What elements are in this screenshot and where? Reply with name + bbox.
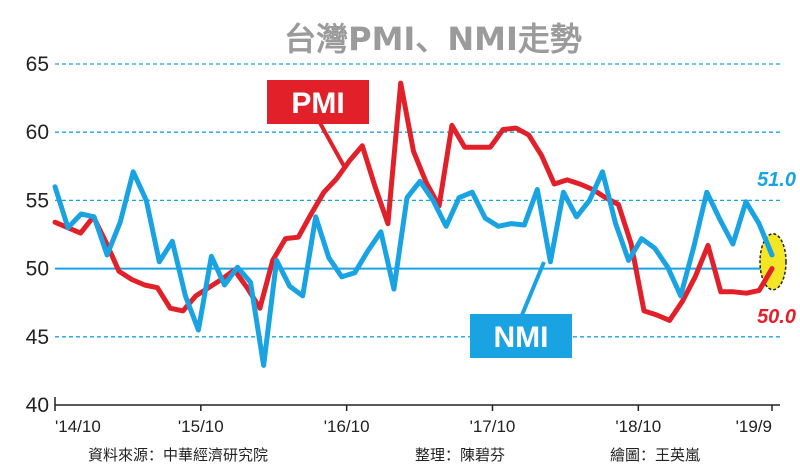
series-line-nmi bbox=[52, 169, 775, 368]
y-tick-label: 65 bbox=[26, 53, 49, 76]
x-axis: '14/10 '15/10 '16/10 '17/10 '18/10 '19/9 bbox=[54, 397, 780, 436]
series-line-pmi bbox=[52, 80, 775, 323]
y-tick-label: 50 bbox=[26, 258, 49, 281]
x-tick-label: '14/10 bbox=[55, 417, 101, 436]
footer-source: 資料來源：中華經濟研究院 bbox=[88, 446, 268, 464]
chart-title: 台灣PMI、NMI走勢 bbox=[284, 20, 582, 58]
nmi-label-box bbox=[470, 314, 572, 358]
series-labels: PMI NMI 51.0 50.0 bbox=[267, 80, 796, 358]
x-tick-label: '19/9 bbox=[736, 417, 772, 436]
footer-editor: 整理：陳碧芬 bbox=[415, 446, 505, 464]
pmi-label-leader bbox=[318, 122, 347, 169]
nmi-end-value: 51.0 bbox=[757, 169, 796, 191]
y-tick-label: 45 bbox=[26, 326, 49, 349]
pmi-label-box bbox=[267, 80, 369, 124]
y-axis-ticks: 40 45 50 55 60 65 bbox=[26, 53, 49, 417]
series-lines bbox=[52, 80, 775, 368]
grid-lines bbox=[55, 63, 780, 338]
nmi-label-text: NMI bbox=[494, 321, 549, 354]
x-tick-label: '18/10 bbox=[615, 417, 661, 436]
x-tick-label: '16/10 bbox=[324, 417, 370, 436]
y-tick-label: 55 bbox=[26, 189, 49, 212]
x-tick-label: '17/10 bbox=[470, 417, 516, 436]
pmi-label-text: PMI bbox=[291, 87, 344, 120]
x-tick-label: '15/10 bbox=[178, 417, 224, 436]
footer-credits: 資料來源：中華經濟研究院 整理：陳碧芬 繪圖：王英嵐 bbox=[88, 446, 700, 464]
y-tick-label: 60 bbox=[26, 121, 49, 144]
footer-illustrator: 繪圖：王英嵐 bbox=[610, 446, 700, 464]
nmi-label-leader bbox=[520, 261, 546, 316]
pmi-end-value: 50.0 bbox=[757, 306, 796, 328]
y-tick-label: 40 bbox=[26, 394, 49, 417]
